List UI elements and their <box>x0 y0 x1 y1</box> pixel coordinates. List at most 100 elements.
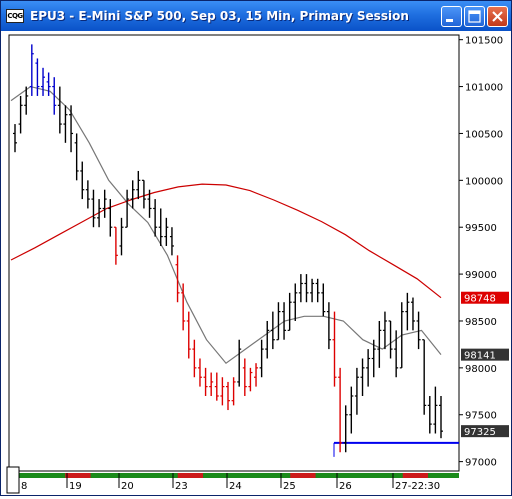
x-tick-label: 23 <box>175 481 188 492</box>
last-price-label-text: 97325 <box>464 427 496 438</box>
session-segment <box>121 473 147 478</box>
price-bar <box>192 339 197 378</box>
price-bar <box>321 283 326 317</box>
price-bar <box>119 217 124 256</box>
price-bar <box>405 292 410 331</box>
price-bar <box>427 395 432 434</box>
x-tick-label: 26 <box>339 481 352 492</box>
price-bar <box>416 311 421 350</box>
session-segment <box>346 473 372 478</box>
y-tick-label: 97000 <box>465 458 497 469</box>
chart-area[interactable]: 101500 101000 100500 100000 99500 99000 98500 9… <box>1 31 511 495</box>
y-tick-label: 97500 <box>465 411 497 422</box>
session-segment <box>65 473 91 478</box>
y-tick-label: 100000 <box>465 176 503 187</box>
plot-frame <box>8 34 460 472</box>
x-tick-label: 19 <box>69 481 82 492</box>
price-bar <box>377 320 382 368</box>
y-tick-label: 101000 <box>465 83 503 94</box>
price-bar <box>63 105 68 143</box>
price-bar <box>18 95 23 134</box>
session-segment <box>177 473 204 478</box>
price-bar <box>254 363 259 387</box>
price-bar <box>399 302 404 369</box>
x-tick-label: 24 <box>229 481 242 492</box>
red-ma-price-label: 98748 <box>461 291 509 305</box>
price-bar <box>242 358 247 396</box>
price-bar <box>326 302 331 350</box>
price-axis: 101500 101000 100500 100000 99500 99000 98500 9… <box>459 36 503 469</box>
y-tick-label: 101500 <box>465 36 503 47</box>
price-bar <box>259 339 264 378</box>
price-bar <box>371 339 376 378</box>
app-icon-label: CQG <box>7 11 23 20</box>
cqg-app-icon[interactable]: CQG <box>6 9 24 23</box>
maximize-icon <box>468 10 481 23</box>
price-bar <box>169 227 174 256</box>
close-icon <box>492 11 503 22</box>
price-bar <box>276 302 281 341</box>
price-bar <box>69 105 74 153</box>
price-bar <box>388 320 393 359</box>
price-chart[interactable]: 1015001010001005001000009950099000985009… <box>1 31 511 495</box>
minimize-button[interactable] <box>441 6 462 27</box>
y-tick-label: 98500 <box>465 317 497 328</box>
gray-ma-price-label-bg <box>461 348 509 361</box>
gray-ma-price-label-text: 98141 <box>464 351 496 362</box>
session-segment <box>9 473 35 478</box>
price-bar <box>102 189 107 218</box>
price-bar <box>197 358 202 387</box>
price-bar <box>46 72 51 96</box>
price-bar <box>354 367 359 415</box>
price-bar <box>366 349 371 387</box>
price-bar <box>439 395 443 439</box>
window-title: EPU3 - E-Mini S&P 500, Sep 03, 15 Min, P… <box>30 9 409 23</box>
price-bar <box>91 189 96 228</box>
price-bar <box>287 292 292 331</box>
price-bar <box>310 278 315 303</box>
price-bar <box>74 133 79 181</box>
red-ma-price-label-bg <box>461 291 509 304</box>
price-bar <box>422 339 427 415</box>
x-tick-label: 8 <box>21 481 27 492</box>
price-bars <box>13 44 443 453</box>
price-bar <box>136 170 141 200</box>
minimize-icon <box>446 19 453 22</box>
price-bar <box>35 58 40 96</box>
price-bar <box>181 283 186 331</box>
price-bar <box>130 180 135 209</box>
price-bar <box>394 330 399 378</box>
price-bar <box>80 161 85 200</box>
price-bar <box>214 372 219 401</box>
price-bar <box>141 179 146 209</box>
x-tick-label: 25 <box>283 481 296 492</box>
price-labels: 98748 98141 97325 <box>461 291 509 438</box>
price-bar <box>293 283 298 321</box>
price-bar <box>265 320 270 359</box>
title-bar[interactable]: CQG EPU3 - E-Mini S&P 500, Sep 03, 15 Mi… <box>1 1 511 31</box>
price-bar <box>52 77 57 115</box>
price-bar <box>382 311 387 350</box>
price-bar <box>24 86 29 115</box>
price-bar <box>282 302 287 340</box>
price-bar <box>270 311 275 350</box>
close-button[interactable] <box>487 6 508 27</box>
session-segment <box>234 473 260 478</box>
y-tick-label: 99000 <box>465 270 497 281</box>
price-bar <box>41 67 46 96</box>
chart-grid <box>8 34 460 472</box>
x-tick-label: 20 <box>121 481 134 492</box>
axis-marker-box <box>6 466 20 494</box>
maximize-button[interactable] <box>464 6 485 27</box>
price-bar <box>248 367 253 392</box>
price-bar <box>175 255 180 303</box>
price-bar <box>410 297 415 331</box>
price-bar <box>125 189 130 228</box>
price-bar <box>85 180 90 209</box>
price-bar <box>315 278 320 303</box>
price-bar <box>237 339 242 387</box>
red-ma-price-label-text: 98748 <box>464 294 496 305</box>
price-bar <box>153 199 158 237</box>
gray-moving-average <box>10 85 442 365</box>
